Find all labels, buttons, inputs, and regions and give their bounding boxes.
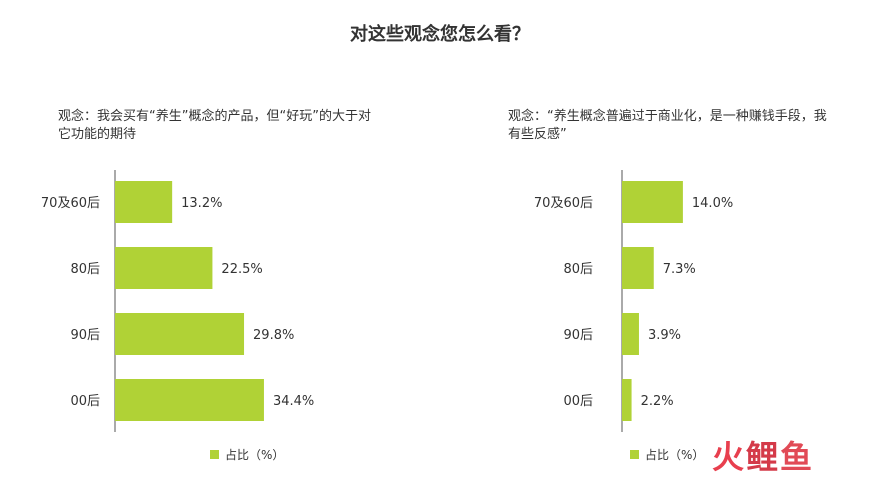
category-tick-label: 70及60后	[41, 196, 100, 211]
logo-char: 鲤	[746, 438, 781, 476]
data-label: 29.8%	[253, 328, 294, 343]
chart-caption-right: 观念：“养生概念普遍过于商业化，是一种赚钱手段，我有些反感”	[508, 109, 827, 142]
data-label: 14.0%	[692, 196, 733, 211]
bar	[115, 181, 173, 223]
data-label: 34.4%	[273, 394, 314, 409]
legend-left: 占比（%）	[210, 446, 284, 463]
chart-caption-left: 观念：我会买有“养生”概念的产品，但“好玩”的大于对它功能的期待	[58, 109, 371, 142]
legend-swatch	[630, 450, 639, 459]
category-tick-label: 00后	[563, 394, 593, 409]
bar	[115, 379, 264, 421]
brand-logo: 火鲤鱼	[712, 432, 814, 478]
bar	[622, 181, 683, 223]
category-tick-label: 00后	[70, 394, 100, 409]
category-tick-label: 70及60后	[534, 196, 593, 211]
category-tick-label: 90后	[70, 328, 100, 343]
category-tick-label: 80后	[70, 262, 100, 277]
logo-char: 火	[712, 438, 747, 476]
bar	[622, 379, 632, 421]
data-label: 3.9%	[648, 328, 681, 343]
legend-right: 占比（%）	[630, 446, 704, 463]
legend-label: 占比（%）	[645, 448, 705, 462]
legend-label: 占比（%）	[225, 448, 285, 462]
bar	[622, 247, 654, 289]
page-title: 对这些观念您怎么看？	[350, 24, 530, 45]
data-label: 7.3%	[663, 262, 696, 277]
data-label: 2.2%	[641, 394, 674, 409]
logo-char: 鱼	[780, 438, 815, 476]
legend-swatch	[210, 450, 219, 459]
data-label: 22.5%	[221, 262, 262, 277]
bar	[622, 313, 639, 355]
bar	[115, 247, 213, 289]
data-label: 13.2%	[181, 196, 222, 211]
category-tick-label: 90后	[563, 328, 593, 343]
bar	[115, 313, 245, 355]
category-tick-label: 80后	[563, 262, 593, 277]
